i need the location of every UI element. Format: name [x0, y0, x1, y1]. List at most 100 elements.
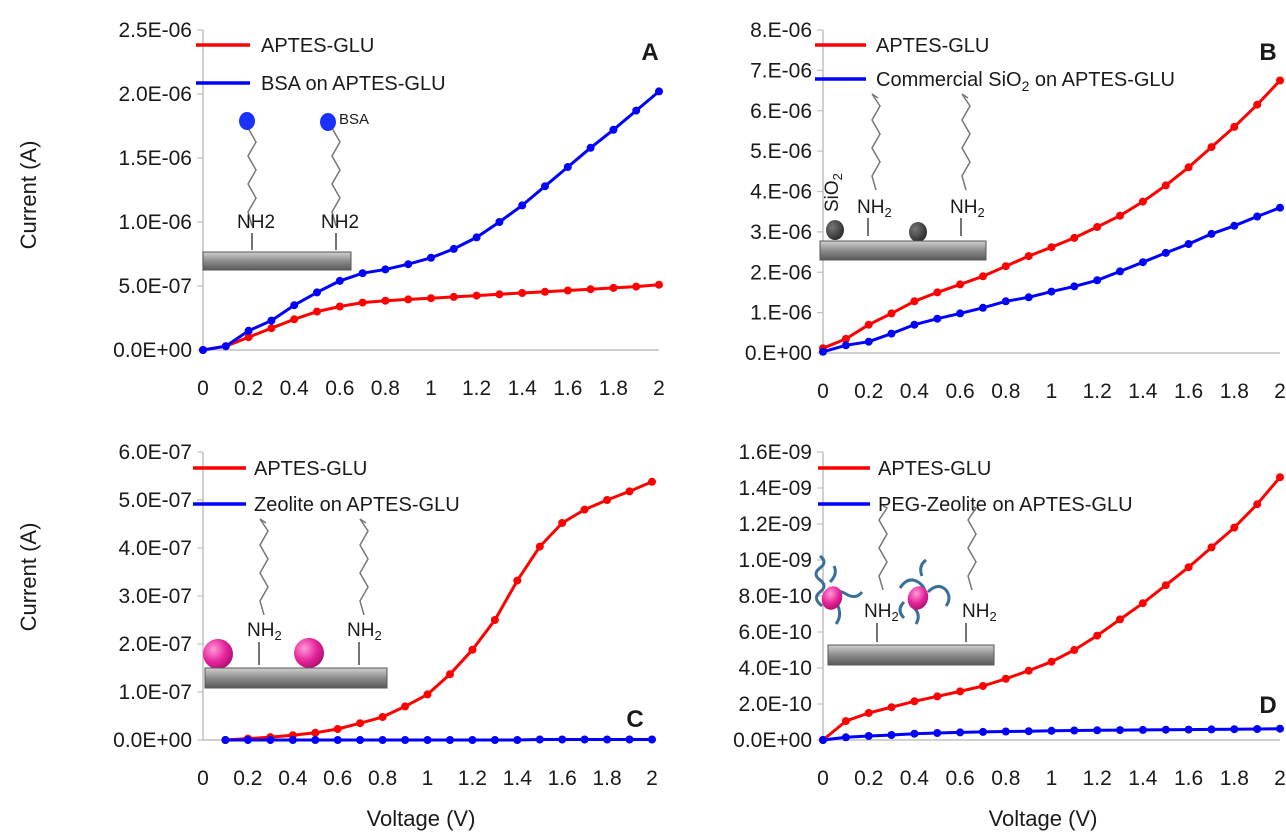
data-point — [979, 303, 987, 312]
data-point — [609, 283, 618, 292]
data-point — [518, 201, 527, 210]
x-tick-label: 1.2 — [1083, 767, 1112, 790]
data-point — [1184, 240, 1193, 248]
panel-d: 0.0E+00 2.0E-10 4.0E-10 6.0E-10 8.0E-10 1.0E-… — [733, 441, 1286, 790]
data-point — [335, 276, 344, 285]
data-point — [910, 697, 919, 706]
x-tick-label: 0.2 — [854, 380, 883, 403]
y-tick-label: 1.5E-06 — [118, 147, 192, 170]
data-point — [446, 670, 454, 679]
data-point — [1024, 666, 1033, 675]
data-point — [979, 727, 987, 736]
data-point — [535, 542, 544, 551]
y-tick-label: 3.E-06 — [750, 221, 812, 244]
legend-label: BSA on APTES-GLU — [261, 73, 446, 95]
panel-b-ticks: 0.E+00 1.E-06 2.E-06 3.E-06 4.E-06 5.E-06 6.E-… — [745, 19, 1286, 403]
y-tick-label: 4.E-06 — [750, 181, 812, 204]
data-point — [1161, 581, 1170, 590]
panel-b: 0.E+00 1.E-06 2.E-06 3.E-06 4.E-06 5.E-06 6.E-… — [745, 19, 1286, 403]
data-point — [356, 736, 365, 744]
panel-letter-c: C — [626, 706, 643, 733]
data-point — [472, 233, 481, 242]
x-tick-label: 1.8 — [1220, 380, 1249, 403]
data-point — [580, 505, 589, 514]
data-point — [267, 324, 276, 333]
data-point — [1184, 163, 1193, 172]
data-point — [449, 292, 458, 301]
data-point — [864, 337, 873, 346]
x-tick-label: 0.2 — [234, 377, 263, 400]
y-tick-label: 2.0E-07 — [118, 633, 192, 656]
data-point — [311, 728, 320, 737]
x-tick-label: 2 — [646, 767, 658, 790]
data-point — [1024, 252, 1033, 261]
series-line — [225, 480, 653, 742]
data-point — [625, 487, 634, 496]
data-point — [1070, 726, 1079, 735]
data-point — [841, 334, 850, 343]
x-tick-label: 0 — [817, 380, 829, 403]
data-point — [490, 736, 499, 744]
data-point — [558, 735, 567, 744]
substrate-slab — [202, 251, 352, 271]
data-point — [1093, 726, 1102, 735]
y-tick-label: 7.E-06 — [750, 59, 812, 82]
data-point — [1276, 473, 1284, 482]
data-point — [864, 709, 873, 717]
scheme-label: NH2 — [237, 212, 275, 233]
data-point — [358, 269, 367, 278]
scheme-label: NH2 — [321, 212, 359, 233]
substrate-slab — [819, 240, 987, 261]
legend-label: Commercial SiO2 on APTES-GLU — [876, 69, 1175, 94]
data-point — [910, 297, 919, 306]
data-point — [401, 736, 410, 744]
data-point — [449, 244, 458, 253]
y-axis-title-top: Current (A) — [16, 141, 41, 250]
data-point — [887, 329, 896, 338]
y-tick-label: 1.E-06 — [750, 302, 812, 325]
x-axis-title-right: Voltage (V) — [989, 806, 1098, 831]
data-point — [1093, 276, 1102, 285]
data-point — [243, 736, 252, 744]
data-point — [841, 733, 850, 742]
panel-letter-a: A — [641, 39, 658, 66]
panel-c: 0.0E+00 1.0E-07 2.0E-07 3.0E-07 4.0E-07 5.0E-… — [113, 441, 658, 790]
y-tick-label: 0.0E+00 — [733, 729, 812, 752]
y-tick-label: 2.0E-10 — [738, 693, 812, 716]
legend-label: APTES-GLU — [254, 458, 367, 480]
data-point — [495, 290, 504, 299]
data-point — [333, 736, 342, 744]
scheme-label: NH2 — [962, 601, 997, 624]
data-point — [288, 736, 297, 744]
data-point — [603, 496, 612, 504]
zeolite-particle-icon — [203, 639, 233, 669]
zeolite-particle-icon — [294, 638, 324, 668]
data-point — [1207, 543, 1216, 552]
x-tick-label: 0.6 — [945, 767, 974, 790]
x-tick-label: 1.4 — [508, 377, 538, 400]
data-point — [333, 725, 342, 733]
y-tick-label: 0.0E+00 — [113, 729, 192, 752]
x-tick-label: 0 — [817, 767, 829, 790]
data-point — [221, 736, 230, 744]
y-tick-label: 8.E-06 — [750, 19, 812, 42]
panel-a-scheme: BSA NH2 NH2 — [202, 111, 369, 271]
substrate-slab — [827, 644, 995, 666]
data-point — [313, 288, 321, 297]
data-point — [427, 294, 435, 303]
data-point — [1253, 100, 1262, 109]
y-tick-label: 2.E-06 — [750, 261, 812, 284]
data-point — [427, 253, 435, 262]
y-tick-label: 8.0E-10 — [738, 585, 812, 608]
peg-zeolite-particle-icon — [821, 586, 843, 610]
data-point — [1253, 725, 1262, 733]
x-tick-label: 1 — [425, 377, 437, 400]
x-tick-label: 0 — [197, 377, 209, 400]
panel-c-series — [221, 477, 656, 744]
data-point — [356, 719, 365, 728]
x-tick-label: 0.4 — [278, 767, 308, 790]
data-point — [267, 316, 276, 325]
data-point — [563, 286, 572, 295]
x-tick-label: 1.4 — [1128, 380, 1158, 403]
